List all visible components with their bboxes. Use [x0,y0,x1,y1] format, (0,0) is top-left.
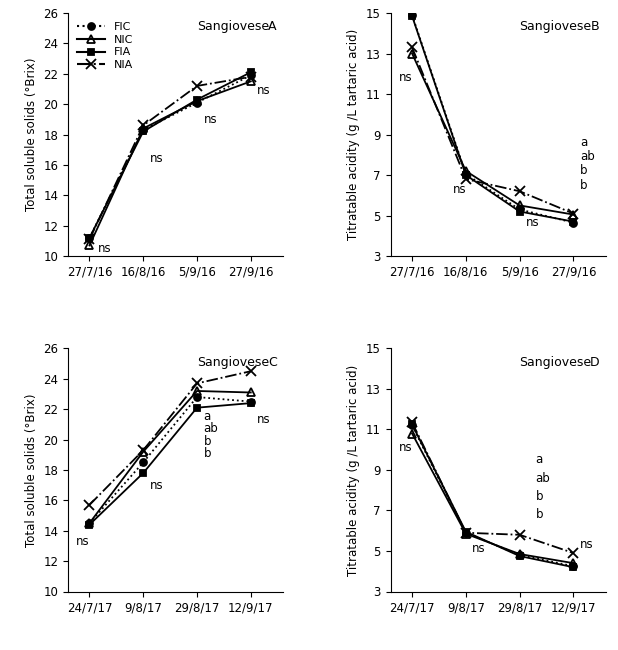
Text: ns: ns [472,543,486,556]
Text: ns: ns [98,242,111,255]
Y-axis label: Titratable acidity (g /L tartaric acid): Titratable acidity (g /L tartaric acid) [347,365,360,576]
Text: ns: ns [203,113,217,126]
Text: b: b [203,447,211,460]
Text: ns: ns [257,84,271,97]
Text: b: b [203,435,211,448]
Y-axis label: Total soluble solids (°Brix): Total soluble solids (°Brix) [25,393,38,547]
Text: ns: ns [399,72,412,84]
Text: Sangiovese: Sangiovese [197,356,269,369]
Y-axis label: Total soluble solids (°Brix): Total soluble solids (°Brix) [25,58,38,211]
Text: D: D [590,356,599,369]
Text: b: b [536,490,543,503]
Text: a: a [536,453,543,466]
Text: b: b [580,164,587,177]
Text: Sangiovese: Sangiovese [197,20,269,33]
Text: ns: ns [452,183,466,196]
Legend: FIC, NIC, FIA, NIA: FIC, NIC, FIA, NIA [74,19,136,73]
Text: ns: ns [150,152,163,165]
Text: ns: ns [76,535,90,548]
Text: ab: ab [203,422,218,436]
Text: B: B [591,20,599,33]
Text: ns: ns [580,538,593,551]
Text: b: b [580,179,587,192]
Text: ab: ab [580,150,595,163]
Text: b: b [536,508,543,521]
Text: ab: ab [536,471,551,484]
Text: a: a [203,410,211,423]
Text: a: a [580,136,587,149]
Text: Sangiovese: Sangiovese [520,356,592,369]
Text: Sangiovese: Sangiovese [520,20,592,33]
Text: ns: ns [399,441,412,454]
Text: ns: ns [150,478,163,491]
Y-axis label: Titratable acidity (g /L tartaric acid): Titratable acidity (g /L tartaric acid) [347,29,360,240]
Text: C: C [268,356,277,369]
Text: ns: ns [526,216,540,229]
Text: ns: ns [257,413,271,426]
Text: A: A [268,20,277,33]
